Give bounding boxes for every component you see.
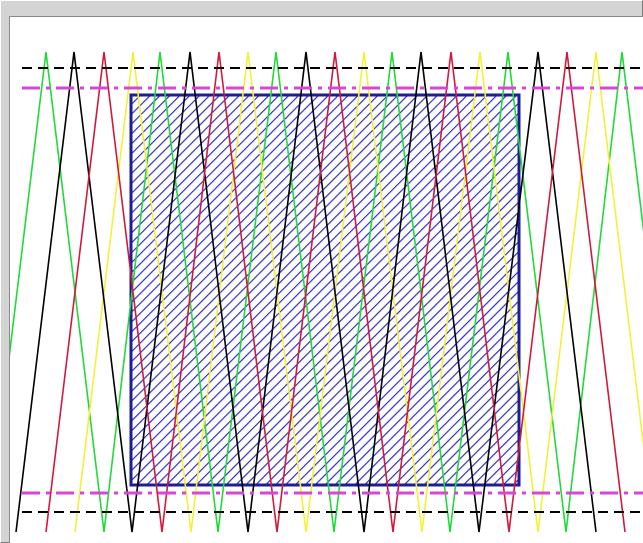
zigzag-line-red	[45, 51, 626, 533]
zigzag-line-green	[10, 51, 643, 533]
zigzag-line-black	[15, 51, 597, 533]
zigzag-lines	[10, 51, 643, 533]
hatched-rectangle	[131, 95, 519, 485]
rectangle-border	[129, 93, 521, 487]
zigzag-line-yellow	[74, 51, 643, 533]
drawing-canvas-frame	[9, 16, 643, 543]
drawing-canvas[interactable]	[10, 17, 643, 543]
